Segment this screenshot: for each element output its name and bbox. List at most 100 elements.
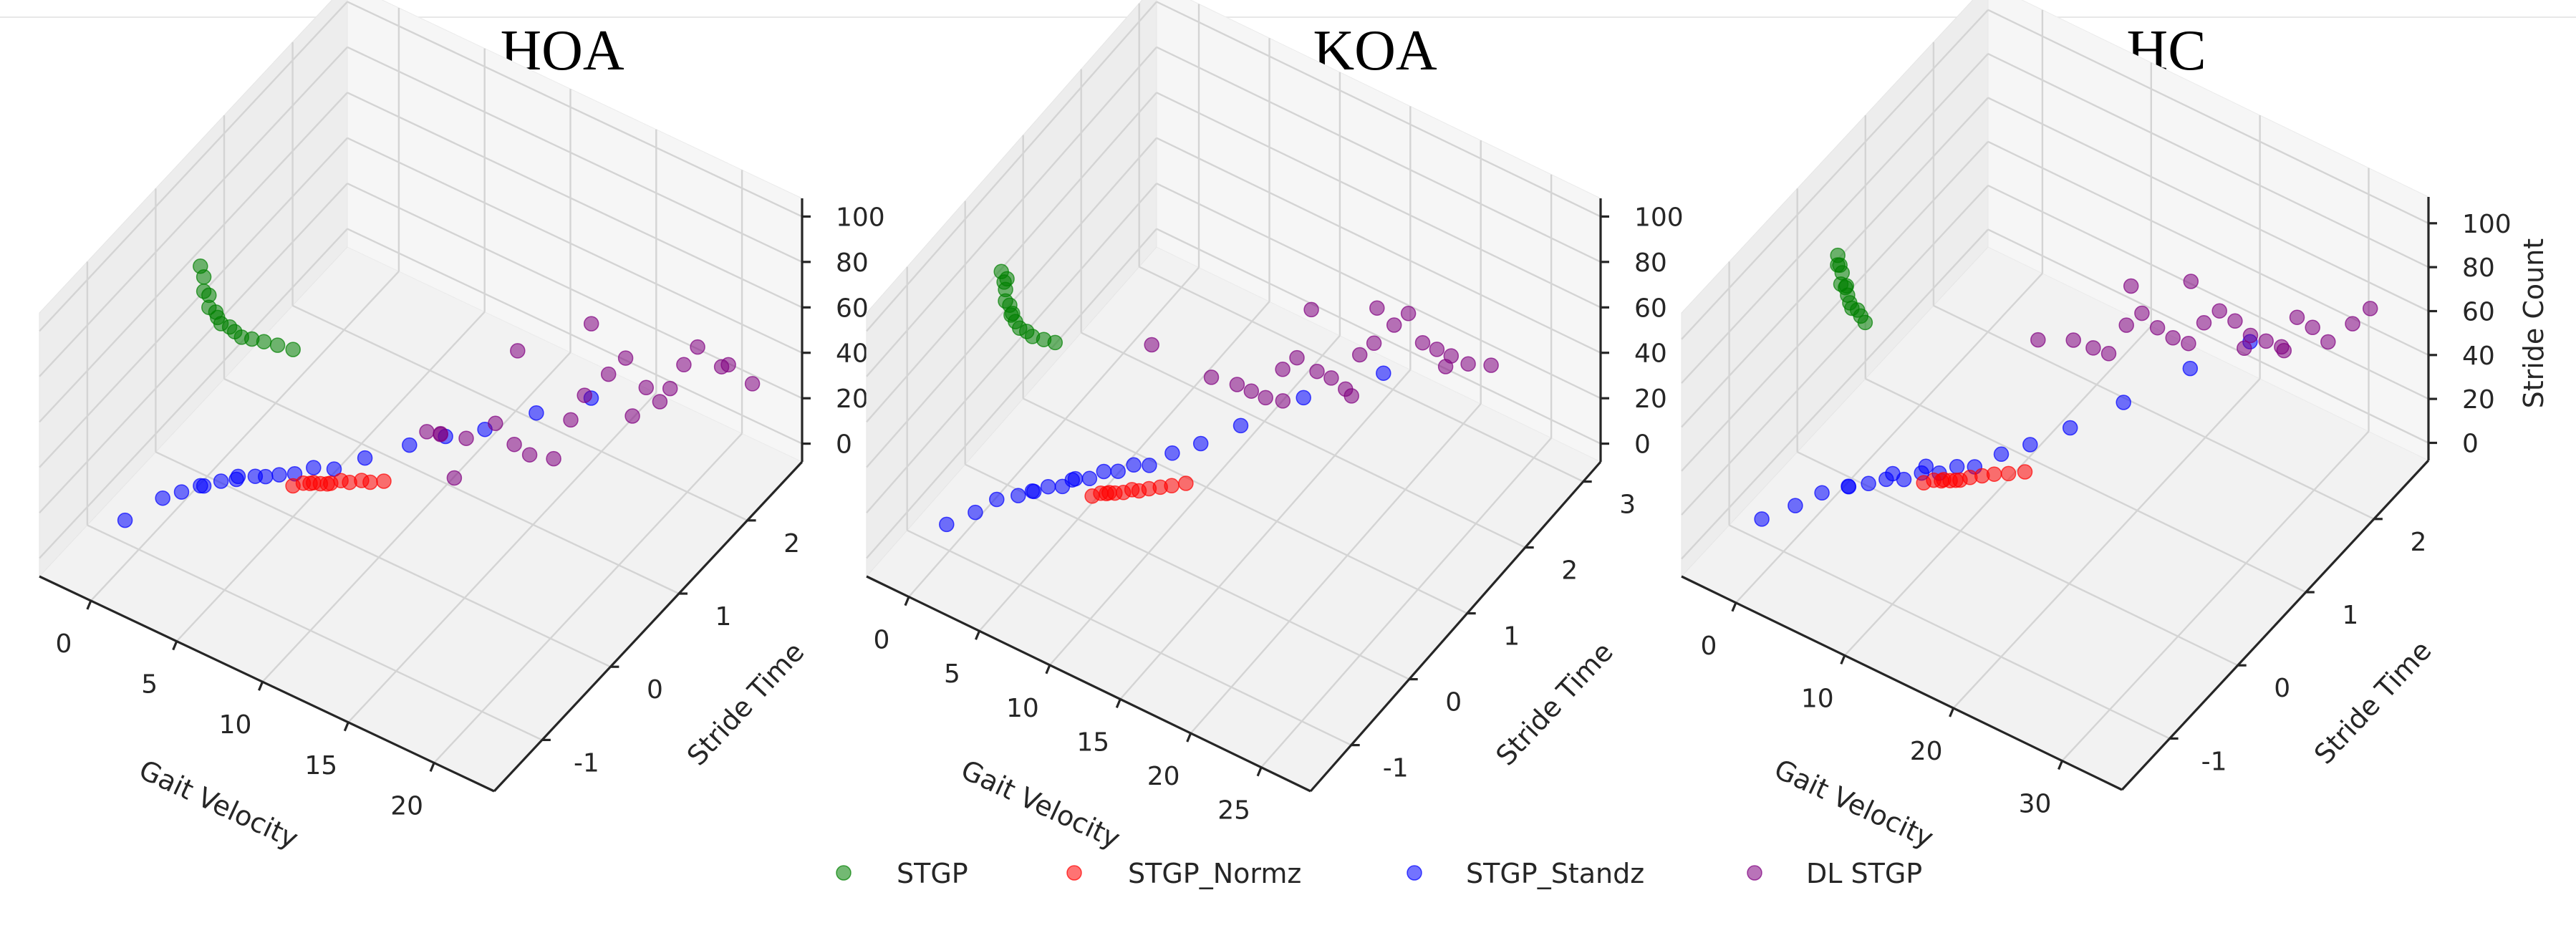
- x-tick: [1731, 602, 1737, 612]
- x-axis-line: [866, 575, 1311, 793]
- point-dl-stgp: [1275, 362, 1291, 377]
- x-tick: [1256, 767, 1263, 777]
- point-dl-stgp: [624, 408, 640, 424]
- legend-item-stgp-standz: STGP_Standz: [1407, 858, 1644, 889]
- point-dl-stgp: [2305, 319, 2320, 336]
- x-tick-label: 15: [304, 751, 337, 780]
- point-dl-stgp: [2196, 315, 2212, 331]
- point-stgp-standz: [2062, 420, 2078, 436]
- z-tick-label: 40: [836, 339, 869, 369]
- x-tick: [86, 600, 92, 610]
- gridline-x-floor: [1260, 437, 1553, 768]
- point-dl-stgp: [458, 430, 474, 446]
- point-stgp-standz: [1861, 475, 1876, 492]
- gridline-z-back: [1156, 46, 1601, 263]
- legend-label: STGP_Standz: [1466, 858, 1644, 889]
- gridline-x-floor: [1190, 403, 1482, 734]
- point-dl-stgp: [2362, 301, 2378, 316]
- point-stgp-standz: [1232, 417, 1249, 434]
- point-stgp-normz: [1084, 488, 1100, 504]
- x-tick-label: 0: [874, 626, 890, 655]
- gridline-z-left: [866, 92, 1157, 423]
- point-dl-stgp: [521, 447, 538, 463]
- y-tick-label: 0: [647, 675, 663, 705]
- point-stgp-normz: [1178, 475, 1194, 491]
- x-tick: [904, 596, 910, 606]
- y-axis-line: [2121, 459, 2430, 791]
- legend-marker: [1407, 865, 1422, 881]
- point-stgp-standz: [173, 484, 190, 500]
- point-dl-stgp: [2183, 274, 2199, 289]
- gridline-y-floor: [1865, 377, 2307, 594]
- point-dl-stgp: [1369, 300, 1385, 316]
- point-dl-stgp: [652, 394, 668, 410]
- point-dl-stgp: [1386, 317, 1402, 333]
- point-stgp-standz: [1376, 365, 1391, 381]
- point-dl-stgp: [662, 380, 678, 397]
- point-stgp-normz: [2000, 465, 2017, 482]
- gridline-x-floor: [261, 352, 571, 683]
- x-tick: [1840, 654, 1846, 665]
- point-stgp-standz: [1296, 390, 1311, 406]
- point-dl-stgp: [2242, 327, 2259, 344]
- point-stgp-standz: [271, 467, 287, 483]
- z-tick-label: 0: [2462, 430, 2479, 459]
- point-dl-stgp: [1229, 377, 1245, 392]
- x-tick-label: 20: [1147, 762, 1180, 791]
- x-axis-line: [39, 575, 495, 793]
- point-dl-stgp: [563, 412, 579, 428]
- x-tick-label: 0: [55, 629, 72, 659]
- point-stgp-standz: [326, 461, 342, 477]
- point-stgp-standz: [1841, 478, 1856, 494]
- x-tick: [1186, 733, 1192, 743]
- point-dl-stgp: [2237, 340, 2252, 357]
- point-dl-stgp: [2258, 333, 2274, 349]
- z-tick-label: 20: [836, 385, 869, 414]
- y-tick-label: -1: [1383, 754, 1409, 783]
- point-stgp: [213, 316, 229, 332]
- gridline-y-floor: [155, 451, 611, 668]
- point-stgp-normz: [312, 475, 329, 492]
- point-stgp: [1844, 300, 1860, 316]
- point-dl-stgp: [2320, 334, 2336, 350]
- legend-marker: [1066, 865, 1082, 881]
- x-tick: [1115, 698, 1121, 709]
- gridline-z-left: [1681, 140, 1989, 472]
- point-dl-stgp: [2165, 330, 2181, 346]
- legend-item-dl-stgp: DL STGP: [1747, 858, 1922, 889]
- z-tick-label: 80: [2462, 253, 2495, 283]
- point-dl-stgp: [676, 357, 692, 373]
- point-stgp-standz: [1814, 485, 1830, 501]
- point-dl-stgp: [419, 424, 435, 440]
- z-tick-label: 80: [836, 248, 869, 278]
- gridline-x-floor: [1952, 378, 2261, 709]
- legend-label: STGP: [897, 858, 968, 889]
- point-stgp-standz: [357, 450, 373, 466]
- legend-label: DL STGP: [1806, 858, 1922, 889]
- point-dl-stgp: [1460, 356, 1476, 372]
- point-dl-stgp: [1243, 383, 1260, 399]
- point-stgp-standz: [228, 471, 244, 488]
- point-stgp-standz: [1164, 445, 1180, 461]
- point-stgp-standz: [939, 516, 955, 533]
- point-stgp-normz: [1916, 475, 1931, 491]
- gridline-z-left: [39, 183, 348, 514]
- point-stgp-normz: [376, 473, 392, 489]
- legend: STGP STGP_Normz STGP_Standz DL STGP: [836, 858, 1922, 889]
- x-tick: [1045, 664, 1051, 675]
- gridline-x-floor: [2061, 430, 2370, 762]
- gridline-z-back: [347, 228, 803, 445]
- gridline-x-floor: [978, 301, 1270, 632]
- point-dl-stgp: [546, 450, 561, 467]
- z-tick-label: 0: [1634, 430, 1651, 460]
- point-dl-stgp: [2149, 319, 2166, 336]
- x-tick: [2058, 760, 2063, 770]
- point-dl-stgp: [583, 316, 599, 332]
- z-tick-label: 40: [2462, 342, 2495, 371]
- z-tick-label: 60: [1634, 294, 1667, 323]
- gridline-y-floor: [223, 377, 680, 595]
- y-tick-label: 2: [783, 529, 800, 559]
- x-tick-label: 5: [944, 659, 960, 689]
